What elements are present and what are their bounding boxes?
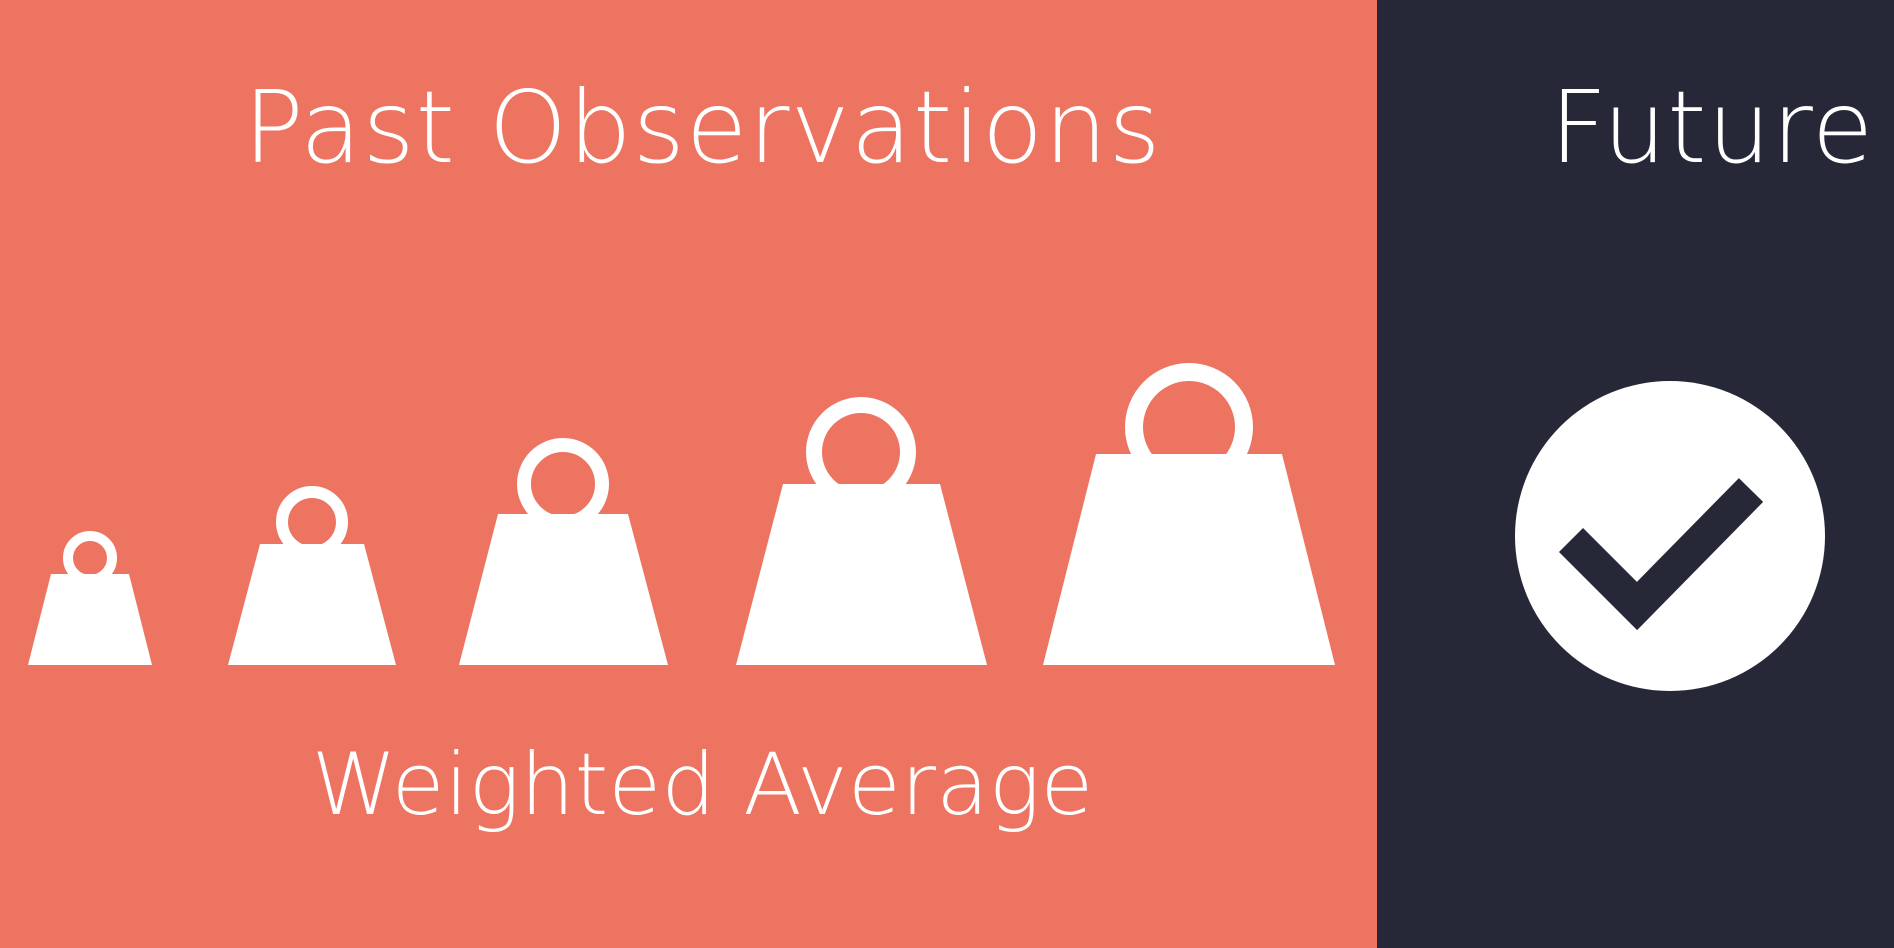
- past-observations-heading: Past Observations: [243, 69, 1162, 186]
- check-circle-background: [1515, 381, 1825, 691]
- check-mark-icon: [1558, 478, 1764, 631]
- check-circle-icon: [1515, 381, 1825, 691]
- past-observations-panel: Past Observations Weighted Average: [0, 0, 1377, 948]
- weight-4-icon: [736, 397, 987, 665]
- future-heading: Future: [1549, 69, 1875, 186]
- weight-2-icon: [228, 486, 396, 665]
- weighted-average-caption: Weighted Average: [311, 735, 1094, 835]
- weight-5-icon: [1043, 363, 1335, 665]
- weight-3-icon: [459, 438, 668, 665]
- weight-1-icon: [28, 531, 152, 665]
- future-panel: Future: [1377, 0, 1894, 948]
- weights-row: [28, 363, 1335, 665]
